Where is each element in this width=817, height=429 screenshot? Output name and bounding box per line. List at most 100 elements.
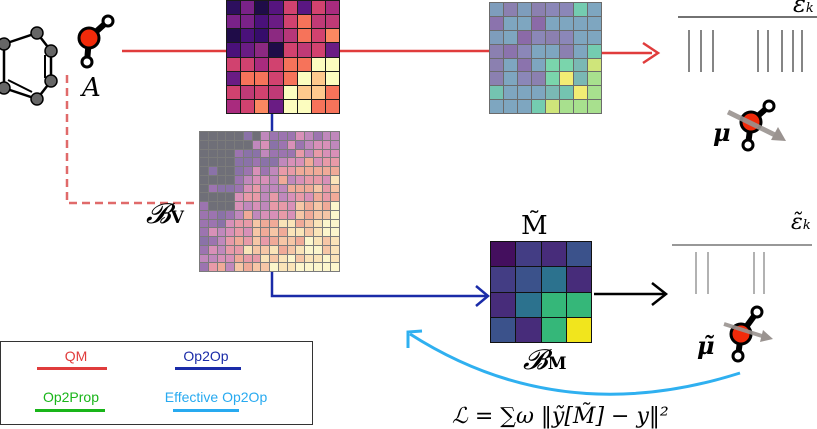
matrix-cell <box>305 140 313 149</box>
matrix-cell <box>235 149 243 158</box>
qm-operator-matrix <box>226 0 340 114</box>
matrix-cell <box>252 167 261 175</box>
matrix-cell <box>255 1 269 15</box>
matrix-cell <box>217 193 226 201</box>
effective-operator-matrix <box>490 241 592 343</box>
matrix-cell <box>270 254 278 263</box>
matrix-cell <box>287 254 296 263</box>
matrix-cell <box>270 193 278 201</box>
matrix-cell <box>546 16 559 30</box>
matrix-cell <box>283 29 297 43</box>
matrix-cell <box>243 245 252 254</box>
matrix-cell <box>518 16 531 30</box>
matrix-cell <box>252 263 261 271</box>
matrix-cell <box>491 267 516 292</box>
matrix-cell <box>241 99 255 113</box>
matrix-cell <box>235 193 243 201</box>
matrix-cell <box>255 29 269 43</box>
matrix-cell <box>208 237 217 245</box>
matrix-cell <box>269 29 283 43</box>
matrix-cell <box>217 158 226 166</box>
matrix-cell <box>322 219 331 228</box>
matrix-cell <box>243 184 252 193</box>
matrix-cell <box>287 193 296 201</box>
matrix-cell <box>322 245 331 254</box>
matrix-cell <box>313 202 322 210</box>
matrix-cell <box>208 158 217 166</box>
matrix-cell <box>235 210 243 219</box>
matrix-cell <box>574 86 587 100</box>
matrix-cell <box>269 57 283 71</box>
matrix-cell <box>200 158 208 166</box>
matrix-cell <box>278 263 287 271</box>
matrix-cell <box>227 29 241 43</box>
matrix-cell <box>541 317 566 342</box>
matrix-cell <box>588 72 601 86</box>
matrix-cell <box>588 86 601 100</box>
matrix-cell <box>532 100 545 113</box>
matrix-cell <box>252 175 261 184</box>
matrix-cell <box>217 140 226 149</box>
epsilon-symbol: ε <box>793 0 806 18</box>
matrix-cell <box>296 132 304 140</box>
matrix-cell <box>504 58 517 72</box>
matrix-cell <box>255 43 269 57</box>
water-dipole-molecule-icon <box>726 99 786 152</box>
matrix-cell <box>532 3 545 16</box>
matrix-cell <box>200 210 208 219</box>
matrix-cell <box>311 1 325 15</box>
legend: QM Op2Op Op2Prop Effective Op2Op <box>0 341 313 425</box>
matrix-cell <box>200 219 208 228</box>
matrix-cell <box>278 149 287 158</box>
matrix-cell <box>235 245 243 254</box>
matrix-cell <box>560 100 573 113</box>
matrix-cell <box>270 149 278 158</box>
matrix-cell <box>322 140 331 149</box>
matrix-cell <box>546 100 559 113</box>
matrix-cell <box>504 16 517 30</box>
legend-item-qm: QM <box>64 348 88 364</box>
matrix-cell <box>504 72 517 86</box>
matrix-cell <box>261 184 269 193</box>
matrix-cell <box>560 44 573 58</box>
matrix-cell <box>255 85 269 99</box>
matrix-cell <box>278 254 287 263</box>
matrix-cell <box>305 254 313 263</box>
matrix-cell <box>278 202 287 210</box>
matrix-cell <box>200 263 208 271</box>
matrix-cell <box>322 193 331 201</box>
matrix-cell <box>261 263 269 271</box>
legend-line-qm <box>37 367 107 370</box>
matrix-cell <box>560 30 573 44</box>
matrix-cell <box>331 254 339 263</box>
matrix-cell <box>518 30 531 44</box>
matrix-cell <box>287 202 296 210</box>
matrix-cell <box>227 99 241 113</box>
matrix-cell <box>313 175 322 184</box>
matrix-cell <box>313 254 322 263</box>
matrix-cell <box>296 228 304 236</box>
matrix-cell <box>311 85 325 99</box>
matrix-cell <box>270 210 278 219</box>
matrix-cell <box>541 242 566 267</box>
matrix-cell <box>278 193 287 201</box>
operator-a-label: A <box>82 73 101 103</box>
matrix-cell <box>574 100 587 113</box>
matrix-cell <box>305 202 313 210</box>
matrix-cell <box>243 158 252 166</box>
water-molecule-icon <box>77 14 115 69</box>
matrix-cell <box>546 72 559 86</box>
matrix-cell <box>226 254 234 263</box>
epsilon-k-label: εk <box>793 0 814 18</box>
matrix-cell <box>243 202 252 210</box>
matrix-cell <box>296 210 304 219</box>
matrix-cell <box>490 100 503 113</box>
basis-m-subscript: M <box>547 354 567 374</box>
matrix-cell <box>560 58 573 72</box>
matrix-cell <box>491 317 516 342</box>
matrix-cell <box>574 58 587 72</box>
matrix-cell <box>491 292 516 317</box>
matrix-cell <box>208 219 217 228</box>
matrix-cell <box>331 263 339 271</box>
matrix-cell <box>235 263 243 271</box>
